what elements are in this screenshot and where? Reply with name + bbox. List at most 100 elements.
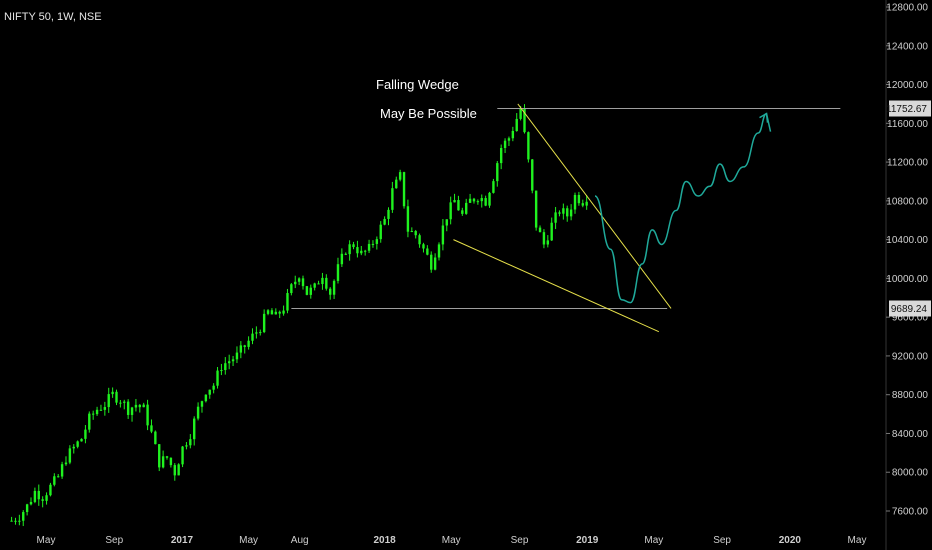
candle-body: [305, 286, 309, 295]
candle-body: [235, 352, 239, 360]
candle-body: [231, 359, 235, 362]
candle-body: [33, 490, 37, 502]
candle-body: [325, 277, 328, 289]
candle-body: [294, 281, 297, 285]
candle-body: [321, 277, 324, 285]
candle-body: [519, 108, 522, 119]
candle-body: [363, 250, 367, 252]
candle-body: [383, 218, 386, 225]
price-axis: 7600.00 8000.00 8400.00 8800.00 9200.00 9600.…: [885, 0, 929, 550]
candle-body: [259, 332, 262, 334]
candle-body: [57, 476, 60, 478]
candle-body: [546, 240, 550, 245]
wedge-upper-line[interactable]: [517, 103, 672, 309]
annotation-may-be-possible: May Be Possible: [380, 106, 477, 121]
candle-body: [468, 198, 472, 203]
candle-body: [573, 194, 577, 210]
candle-body: [103, 407, 107, 410]
candle-body: [270, 310, 274, 315]
candle-body: [196, 406, 200, 419]
candle-body: [80, 438, 83, 442]
candle-body: [107, 394, 110, 408]
candle-body: [554, 212, 557, 223]
candle-body: [130, 407, 134, 415]
y-tick-label: 10000.00: [886, 274, 928, 285]
candle-body: [562, 208, 565, 214]
candle-body: [566, 208, 569, 217]
candle-body: [457, 200, 460, 211]
candle-body: [119, 402, 122, 404]
candle-body: [18, 520, 21, 522]
candle-body: [492, 181, 495, 193]
candle-body: [282, 310, 285, 314]
candle-body: [441, 225, 445, 245]
candle-body: [158, 444, 161, 468]
candle-body: [212, 385, 215, 390]
candle-body: [224, 363, 227, 371]
candle-body: [496, 163, 499, 182]
time-axis: May Sep 2017 May Aug 2018 May Sep 2019 May Sep 2020…: [37, 535, 867, 546]
y-tick-label: 12800.00: [886, 3, 928, 14]
candle-body: [173, 465, 176, 476]
candle-body: [465, 202, 468, 214]
candle-body: [398, 172, 402, 180]
annotation-falling-wedge: Falling Wedge: [376, 77, 459, 92]
candle-body: [10, 520, 13, 522]
x-tick-label: 2017: [171, 535, 194, 546]
candle-body: [60, 464, 64, 477]
candle-body: [91, 413, 95, 415]
candle-body: [550, 222, 553, 241]
candle-body: [515, 118, 518, 131]
price-tag-box: [889, 300, 931, 317]
candle-body: [243, 345, 246, 347]
candle-body: [154, 431, 157, 445]
trendlines-layer: [291, 103, 841, 333]
candle-body: [126, 401, 130, 415]
candle-body: [111, 391, 114, 395]
candle-body: [72, 446, 75, 449]
candle-body: [68, 448, 72, 463]
candle-body: [317, 283, 320, 285]
candle-body: [84, 429, 87, 439]
candle-body: [352, 244, 355, 248]
candle-body: [134, 404, 138, 408]
candle-body: [25, 504, 29, 513]
candle-body: [150, 425, 153, 432]
candle-body: [336, 264, 340, 281]
candle-body: [251, 333, 254, 341]
candle-body: [348, 244, 351, 255]
candle-body: [488, 192, 491, 206]
candle-body: [531, 159, 534, 191]
candle-body: [356, 247, 359, 254]
candle-body: [329, 288, 332, 295]
x-tick-label: May: [848, 535, 867, 546]
candle-body: [453, 200, 456, 203]
x-tick-label: Sep: [713, 535, 731, 546]
candle-body: [387, 209, 390, 219]
candle-body: [115, 391, 118, 403]
wedge-lower-line[interactable]: [453, 239, 660, 333]
candle-body: [480, 198, 483, 202]
candle-body: [64, 462, 68, 465]
x-tick-label: Sep: [105, 535, 123, 546]
candle-body: [123, 401, 126, 403]
candle-body: [301, 278, 305, 287]
candle-body: [185, 445, 188, 447]
candle-body: [503, 140, 507, 149]
candle-body: [437, 244, 441, 258]
x-tick-label: Aug: [291, 535, 309, 546]
y-tick-label: 8400.00: [892, 429, 929, 440]
candle-body: [484, 198, 487, 206]
candle-body: [142, 404, 145, 408]
candle-body: [200, 401, 204, 407]
projection-path[interactable]: [594, 112, 767, 304]
candle-body: [239, 345, 243, 353]
candle-body: [53, 476, 56, 485]
candle-body: [523, 108, 526, 133]
y-tick-label: 8000.00: [892, 468, 929, 479]
candle-body: [527, 132, 530, 160]
candle-body: [418, 235, 421, 245]
candle-body: [402, 172, 406, 207]
candle-body: [286, 293, 289, 311]
